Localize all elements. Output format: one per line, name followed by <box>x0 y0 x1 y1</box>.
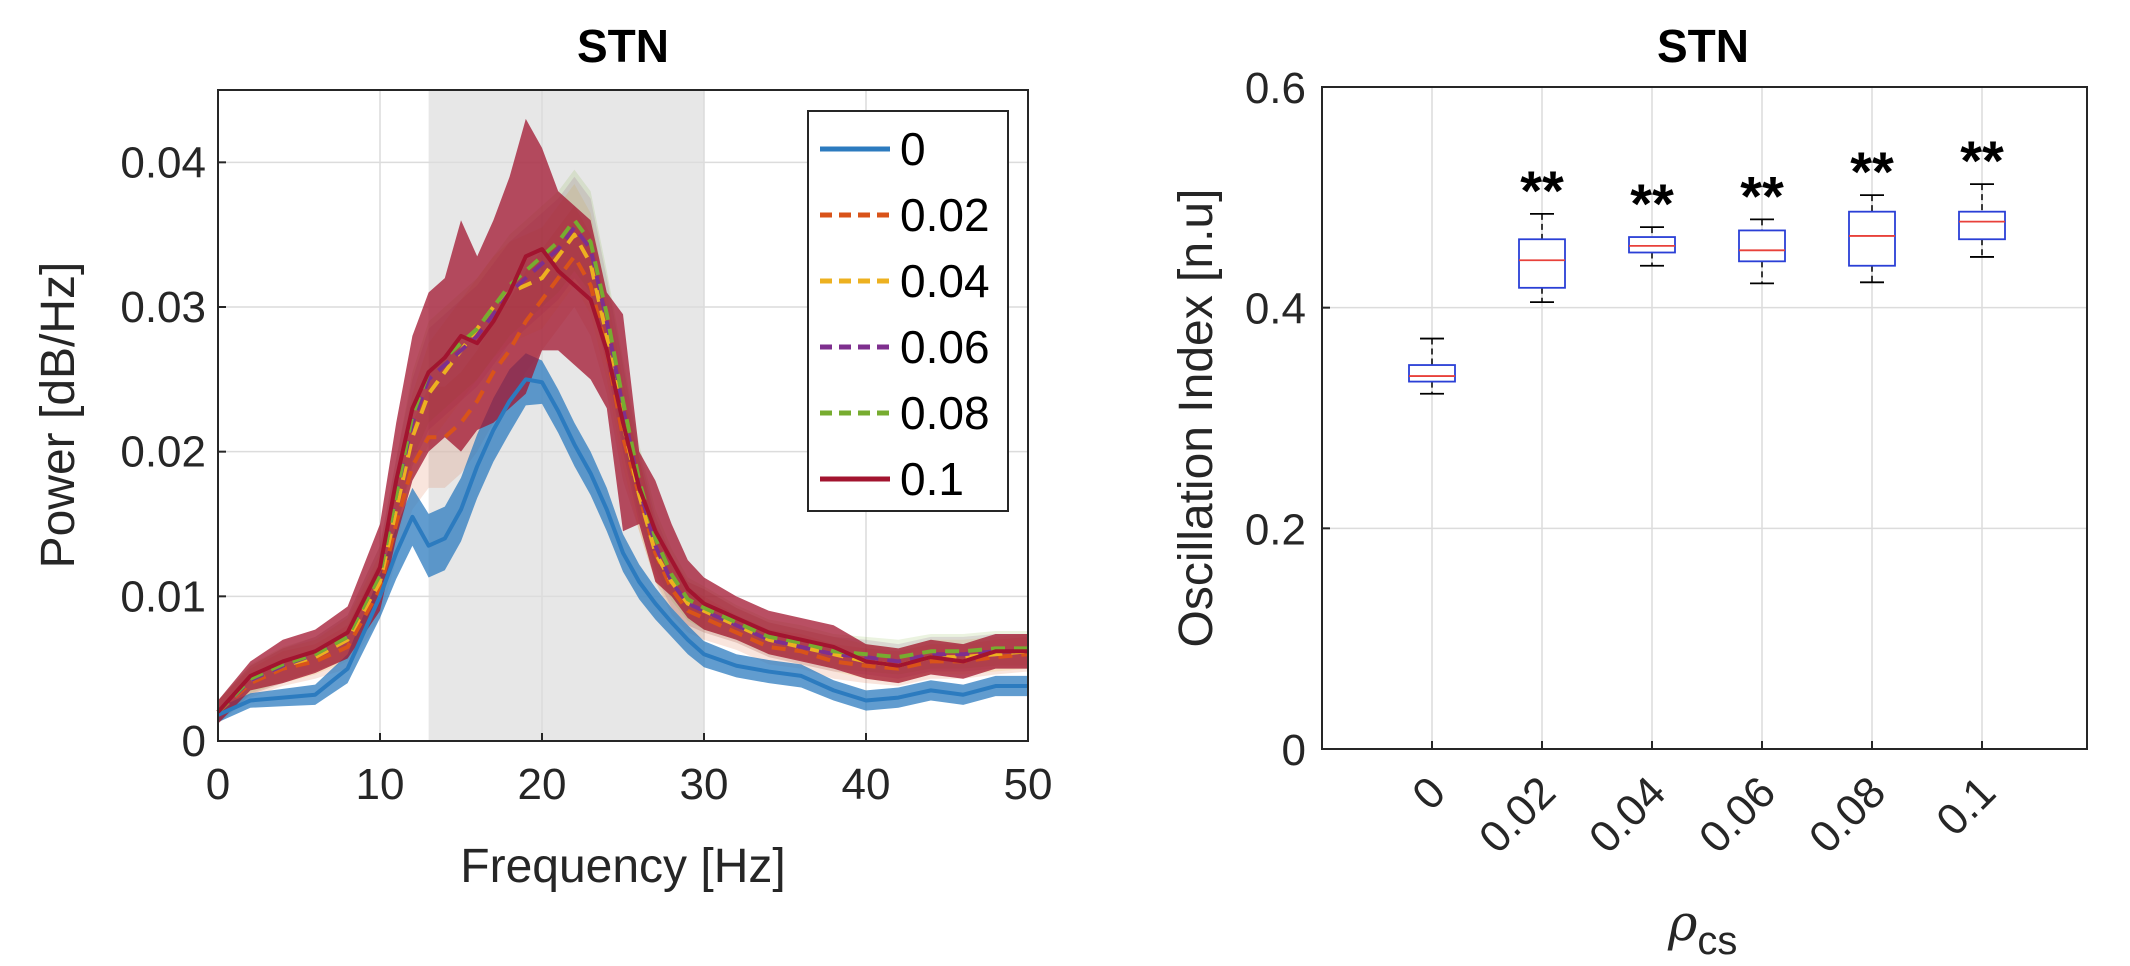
psd-title: STN <box>577 20 669 72</box>
psd-legend-label: 0 <box>900 123 926 175</box>
psd-y-axis-label: Power [dB/Hz] <box>32 262 85 569</box>
oscillation-axes-box <box>1321 86 2088 750</box>
box-iqr <box>1738 229 1786 263</box>
significance-marker: ** <box>1630 172 1674 235</box>
oscillation-y-tick-label: 0 <box>1282 726 1306 775</box>
psd-legend-label: 0.06 <box>900 321 990 373</box>
oscillation-x-tick-label: 0.06 <box>1690 767 1785 862</box>
oscillation-panel: ** ** ** ** ** 0 0.2 0.4 0.6 0 0.02 0.04 0.06 0.08 0.… <box>1170 20 2088 963</box>
oscillation-x-axis-label: ρcs <box>1667 894 1737 963</box>
rho-symbol: ρ <box>1667 894 1698 952</box>
significance-marker: ** <box>1520 159 1564 222</box>
psd-legend-label: 0.1 <box>900 453 964 505</box>
psd-axes-box <box>217 89 1029 742</box>
significance-marker: ** <box>1740 164 1784 227</box>
psd-x-tick-label: 40 <box>842 760 891 809</box>
psd-legend-box <box>807 110 1009 512</box>
oscillation-y-tick-label: 0.6 <box>1245 64 1306 113</box>
box-iqr <box>1408 364 1456 383</box>
oscillation-y-tick-label: 0.4 <box>1245 285 1306 334</box>
oscillation-y-tick-label: 0.2 <box>1245 505 1306 554</box>
psd-panel: 0 10 20 30 40 50 0 0.01 0.02 0.03 0.04 STN Frequen… <box>32 20 1052 893</box>
oscillation-y-axis-label: Oscillation Index [n.u] <box>1170 189 1223 648</box>
rho-subscript: cs <box>1697 919 1737 963</box>
box-iqr <box>1518 238 1566 289</box>
psd-y-tick-label: 0.02 <box>120 428 206 477</box>
psd-line-0-08 <box>216 218 1028 714</box>
oscillation-boxplots: ** ** ** ** ** <box>1408 129 2006 395</box>
psd-legend-label: 0.04 <box>900 255 990 307</box>
box-iqr <box>1628 236 1676 254</box>
oscillation-x-tick-label: 0.1 <box>1927 767 2005 845</box>
psd-line-0 <box>217 377 1028 717</box>
psd-legend-label: 0.02 <box>900 189 990 241</box>
oscillation-x-tick-label: 0 <box>1403 767 1455 819</box>
psd-legend-label: 0.08 <box>900 387 990 439</box>
psd-band-0 <box>218 353 1028 723</box>
oscillation-plot-area <box>1322 87 2087 749</box>
psd-line-0-02 <box>216 254 1029 714</box>
box-iqr <box>1848 210 1896 267</box>
psd-series-lines <box>216 218 1029 717</box>
psd-x-tick-label: 30 <box>680 760 729 809</box>
psd-y-tick-label: 0.04 <box>120 138 206 187</box>
psd-legend: 0 0.02 0.04 0.06 0.08 0.1 <box>807 110 1009 512</box>
psd-y-tick-label: 0.01 <box>120 572 206 621</box>
oscillation-x-tick-label: 0.04 <box>1580 767 1675 862</box>
significance-marker: ** <box>1960 129 2004 192</box>
psd-line-0-1 <box>216 247 1028 714</box>
psd-line-0-06 <box>216 225 1028 714</box>
psd-x-tick-label: 0 <box>206 760 230 809</box>
psd-x-axis-label: Frequency [Hz] <box>460 840 785 893</box>
psd-x-tick-label: 50 <box>1004 760 1053 809</box>
psd-x-tick-label: 10 <box>356 760 405 809</box>
oscillation-x-tick-label: 0.02 <box>1470 767 1565 862</box>
psd-y-tick-label: 0.03 <box>120 283 206 332</box>
box-iqr <box>1958 210 2006 241</box>
significance-marker: ** <box>1850 140 1894 203</box>
oscillation-title: STN <box>1657 20 1749 72</box>
psd-x-tick-label: 20 <box>518 760 567 809</box>
oscillation-x-tick-label: 0.08 <box>1800 767 1895 862</box>
psd-tick-labels: 0 10 20 30 40 50 0 0.01 0.02 0.03 0.04 <box>120 138 1052 809</box>
psd-line-0-04 <box>216 232 1029 714</box>
psd-y-tick-label: 0 <box>182 717 206 766</box>
